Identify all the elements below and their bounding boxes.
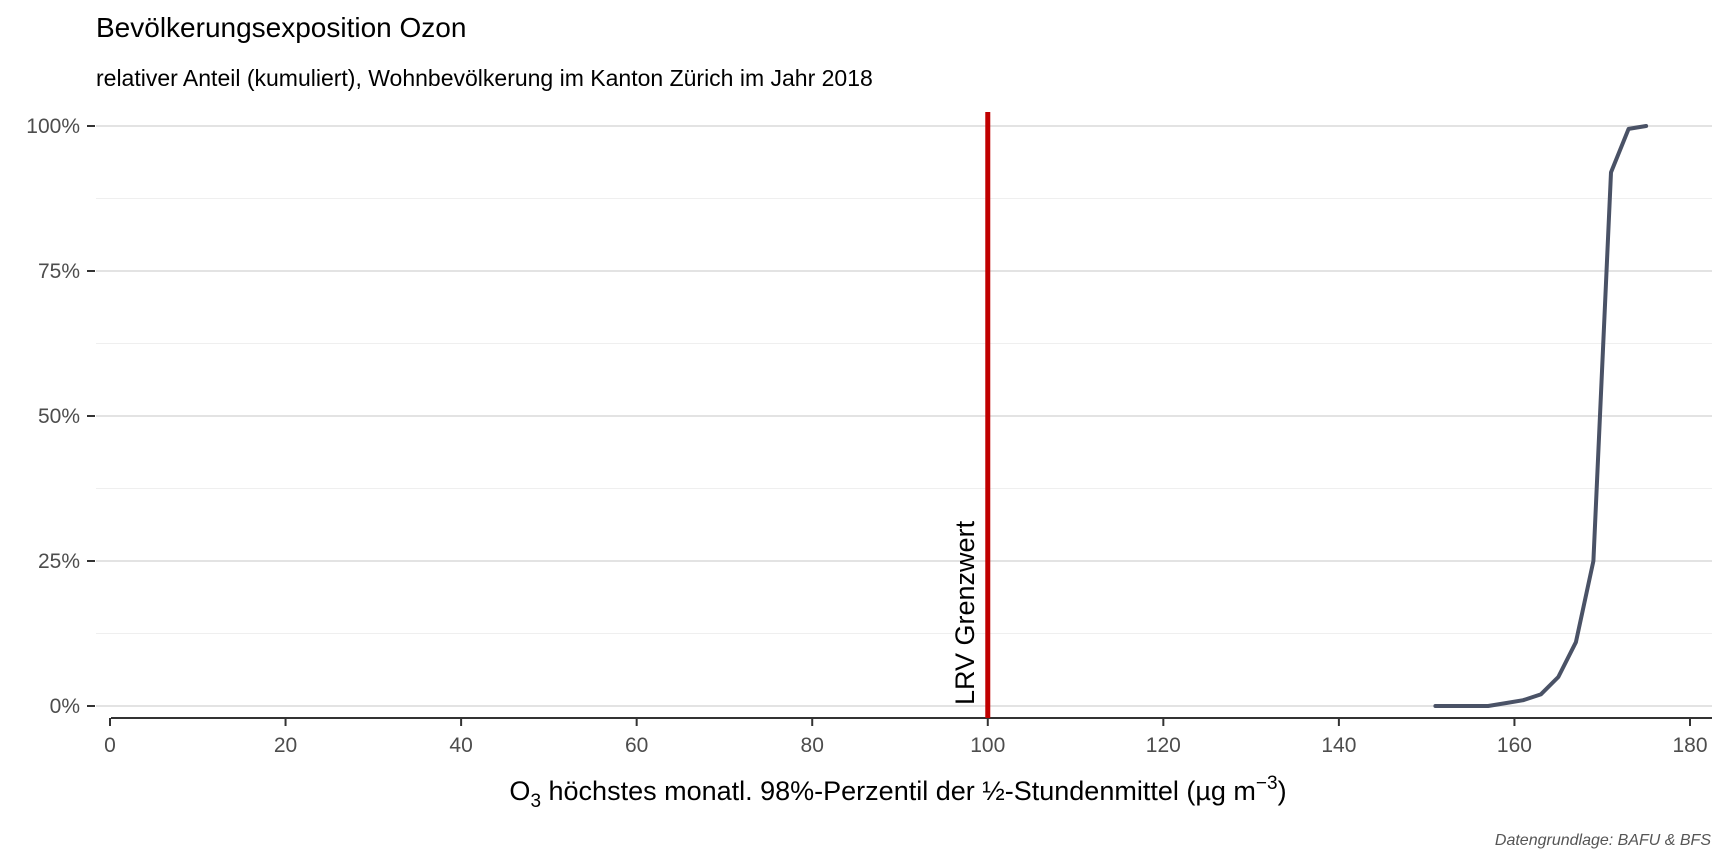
x-tick-label: 40	[449, 734, 472, 757]
reference-line-group: LRV Grenzwert	[950, 112, 991, 718]
x-tick-label: 0	[104, 734, 116, 757]
y-tick-label: 50%	[38, 405, 80, 428]
x-axis: 0 20 40 60 80 100 120 140 160 180	[104, 717, 1712, 757]
data-source-caption: Datengrundlage: BAFU & BFS	[1494, 832, 1711, 849]
x-tick-label: 100	[970, 734, 1005, 757]
series-group	[1433, 124, 1649, 708]
chart-title: Bevölkerungsexposition Ozon	[96, 12, 467, 43]
x-tick-label: 160	[1497, 734, 1532, 757]
x-tick-label: 140	[1321, 734, 1356, 757]
chart-subtitle: relativer Anteil (kumuliert), Wohnbevölk…	[96, 65, 873, 91]
y-tick-label: 100%	[26, 115, 80, 138]
y-tick-label: 0%	[50, 695, 80, 718]
series-line	[1433, 124, 1649, 708]
x-tick-label: 20	[274, 734, 297, 757]
x-tick-label: 80	[801, 734, 824, 757]
x-axis-title: O3 höchstes monatl. 98%-Perzentil der ½-…	[509, 773, 1286, 812]
reference-line-label: LRV Grenzwert	[950, 520, 980, 705]
x-tick-label: 60	[625, 734, 648, 757]
grid-lines	[96, 125, 1712, 707]
y-axis-ticks: 0% 25% 50% 75% 100%	[26, 115, 95, 718]
y-tick-label: 75%	[38, 260, 80, 283]
x-tick-label: 120	[1146, 734, 1181, 757]
y-tick-label: 25%	[38, 550, 80, 573]
x-tick-label: 180	[1672, 734, 1707, 757]
